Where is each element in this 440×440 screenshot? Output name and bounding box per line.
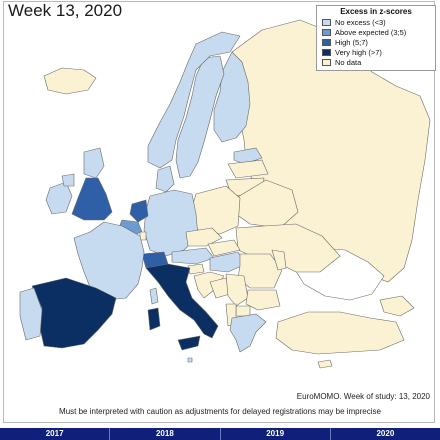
region-france <box>73 221 145 301</box>
region-northern-ireland <box>61 173 75 187</box>
legend-swatch <box>322 59 331 66</box>
credit-text: EuroMOMO. Week of study: 13, 2020 <box>296 392 430 401</box>
region-slovenia <box>187 263 205 275</box>
legend-item-no-data: No data <box>322 58 361 67</box>
legend: Excess in z-scores No excess (<3) Above … <box>316 5 436 71</box>
region-hungary <box>209 251 247 273</box>
legend-swatch <box>322 19 331 26</box>
region-bulgaria <box>245 289 281 311</box>
timeline-bar: 2017 2018 2019 2020 <box>0 428 440 440</box>
region-malta <box>187 357 193 363</box>
region-poland <box>189 185 241 235</box>
region-serbia <box>225 273 249 307</box>
region-norway <box>147 31 241 169</box>
legend-item-very-high: Very high (>7) <box>322 48 382 57</box>
region-scotland <box>83 147 105 179</box>
legend-label: No excess (<3) <box>335 18 386 27</box>
legend-swatch <box>322 49 331 56</box>
caution-note: Must be interpreted with caution as adju… <box>59 407 381 416</box>
timeline-year[interactable]: 2017 <box>45 429 64 438</box>
region-portugal <box>19 287 43 341</box>
legend-label: Very high (>7) <box>335 48 382 57</box>
page-title: Week 13, 2020 <box>8 1 123 20</box>
region-austria <box>171 247 215 265</box>
region-sweden <box>175 55 225 179</box>
timeline-year[interactable]: 2018 <box>109 428 219 440</box>
region-turkey <box>275 311 405 355</box>
legend-label: Above expected (3;5) <box>335 28 407 37</box>
region-georgia <box>379 295 415 317</box>
region-north-macedonia <box>235 305 251 317</box>
region-sicily <box>177 335 201 351</box>
legend-item-high: High (5;7) <box>322 38 368 47</box>
timeline-year[interactable]: 2019 <box>219 428 330 440</box>
legend-title: Excess in z-scores <box>340 7 412 16</box>
region-latvia <box>227 159 269 179</box>
region-iceland <box>43 67 97 95</box>
timeline-year[interactable]: 2020 <box>329 428 440 440</box>
legend-swatch <box>322 29 331 36</box>
region-denmark <box>155 165 175 193</box>
region-sardinia <box>147 307 161 331</box>
legend-item-above-expected: Above expected (3;5) <box>322 28 406 37</box>
region-germany <box>143 189 199 257</box>
region-great-britain <box>71 177 113 221</box>
legend-swatch <box>322 39 331 46</box>
legend-label: High (5;7) <box>335 38 368 47</box>
region-slovakia <box>207 239 241 257</box>
region-italy <box>145 263 219 339</box>
legend-label: No data <box>335 58 362 67</box>
region-greece <box>229 313 267 353</box>
region-netherlands <box>129 199 149 223</box>
region-cyprus <box>317 359 333 369</box>
region-corsica <box>149 287 159 305</box>
region-czechia <box>185 227 223 247</box>
region-moldova <box>271 249 287 271</box>
region-romania <box>237 253 283 289</box>
legend-item-no-excess: No excess (<3) <box>322 18 386 27</box>
region-ireland <box>45 181 73 215</box>
